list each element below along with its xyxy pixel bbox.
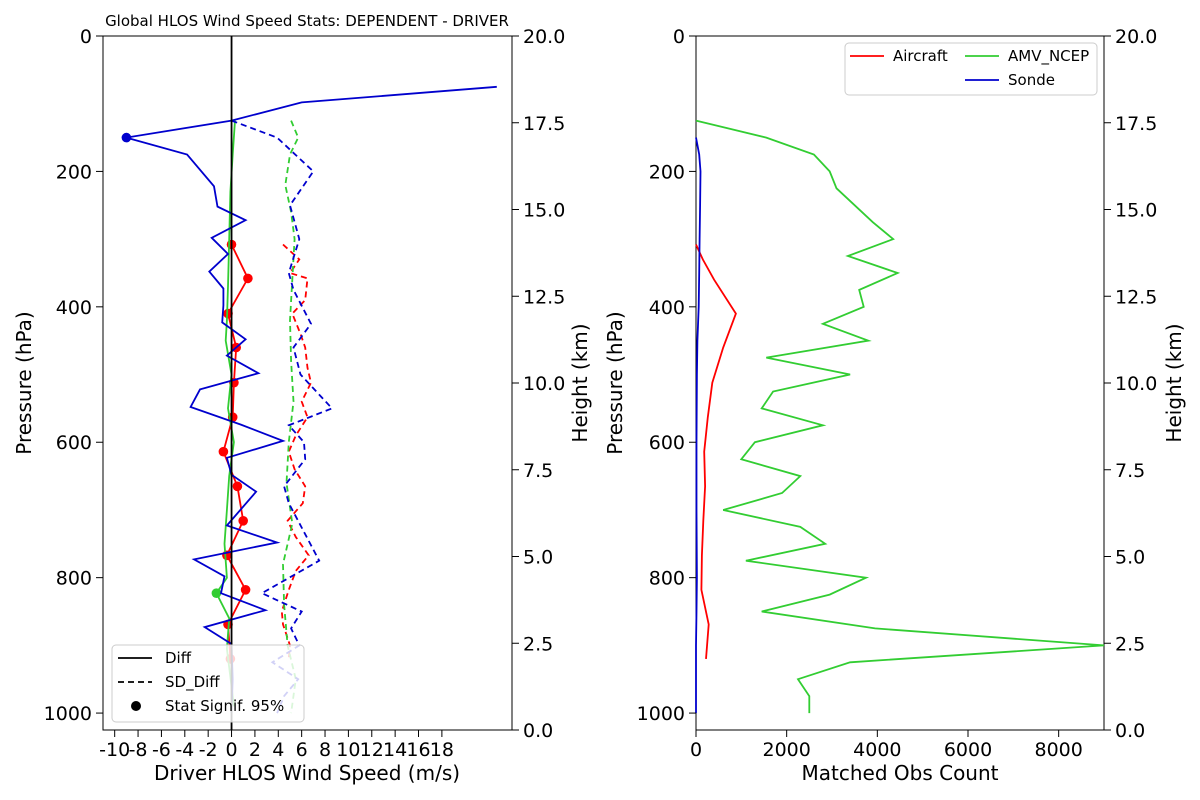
left-x-tick-label: 18 [430,739,454,761]
left-aircraft-signif-point [243,273,253,284]
right-x-ticks: 0 2000 4000 6000 8000 [690,730,1083,761]
left-x-axis-label: Driver HLOS Wind Speed (m/s) [154,761,460,785]
left-x-tick-label: 4 [272,739,284,761]
right-y-tick-label: 800 [649,568,685,590]
right-y-ticks: 0 200 400 600 800 1000 [637,26,696,725]
left-y-tick-label: 600 [56,432,92,454]
left-y-ticks: 0 200 400 600 800 1000 [44,26,103,725]
right-y2-tick-label: 20.0 [1115,26,1157,48]
left-legend-marker [131,701,141,711]
left-x-tick-label: 8 [319,739,331,761]
right-x-tick-label: 6000 [944,739,992,761]
left-y2-tick-label: 2.5 [523,633,553,655]
left-legend-box [111,644,305,723]
left-y-tick-label: 200 [56,161,92,183]
right-chart: 0 2000 4000 6000 8000 0 200 400 600 800 1000 0.0 2… [603,26,1186,785]
right-legend-box [844,42,1098,96]
left-aircraft-sd-diff-line [280,243,312,659]
left-amv-ncep-diff-line [215,120,236,707]
left-x-tick-label: -2 [199,739,218,761]
left-amv-ncep-sd-diff-line [282,120,300,714]
left-y-axis-label: Pressure (hPa) [12,311,36,454]
right-y2-tick-label: 2.5 [1115,633,1145,655]
right-y2-tick-label: 0.0 [1115,720,1145,742]
left-y2-tick-label: 20.0 [523,26,565,48]
right-x-tick-label: 8000 [1034,739,1082,761]
right-data-lines [695,119,1105,714]
left-y-tick-label: 1000 [44,703,92,725]
left-x-tick-label: -8 [129,739,148,761]
right-y-tick-label: 400 [649,297,685,319]
right-x-axis-label: Matched Obs Count [802,761,999,785]
left-sonde-sd-diff-line [231,119,334,714]
left-y2-tick-label: 0.0 [523,720,553,742]
left-x-tick-label: 10 [336,739,360,761]
right-y2-ticks: 0.0 2.5 5.0 7.5 10.0 12.5 15.0 17.5 20.0 [1104,26,1157,742]
left-x-tick-label: 6 [296,739,308,761]
right-legend-label-aircraft: Aircraft [893,47,948,65]
left-x-tick-label: 2 [249,739,261,761]
right-plot-frame [695,35,1105,731]
left-x-tick-label: -6 [152,739,171,761]
right-y2-tick-label: 17.5 [1115,113,1157,135]
left-y2-tick-label: 12.5 [523,286,565,308]
left-legend-label: Diff [165,649,192,667]
right-y2-tick-label: 12.5 [1115,286,1157,308]
right-legend-label-amv-ncep: AMV_NCEP [1008,47,1089,66]
left-data-lines [121,36,497,730]
left-x-ticks: -10-8 -6 -4 -2 0 2 4 6 8 10 12 14 16 18 [99,730,454,761]
left-y2-tick-label: 10.0 [523,373,565,395]
right-y-tick-label: 600 [649,432,685,454]
left-aircraft-signif-point [238,516,248,526]
left-y-tick-label: 400 [56,297,92,319]
left-y-tick-label: 800 [56,568,92,590]
right-legend: Aircraft AMV_NCEP Sonde [844,42,1098,96]
left-y2-tick-label: 5.0 [523,547,553,569]
left-x-tick-label: 12 [360,739,384,761]
right-y2-axis-label: Height (km) [1162,323,1186,442]
left-sonde-signif-point [121,132,132,143]
right-y-axis-label: Pressure (hPa) [603,311,627,454]
left-y-tick-label: 0 [80,26,92,48]
left-y2-tick-label: 17.5 [523,113,565,135]
right-y2-tick-label: 5.0 [1115,547,1145,569]
right-x-tick-label: 0 [690,739,702,761]
right-y-tick-label: 1000 [637,703,685,725]
right-amv-ncep-line [695,119,1105,714]
left-y2-tick-label: 15.0 [523,200,565,222]
left-aircraft-signif-point [232,481,243,492]
left-aircraft-signif-point [218,446,229,457]
left-amv-ncep-signif-point [211,588,222,598]
left-x-tick-label: 0 [225,739,237,761]
right-x-tick-label: 2000 [762,739,810,761]
left-aircraft-signif-point [240,585,251,595]
right-y-tick-label: 200 [649,161,685,183]
left-y2-axis-label: Height (km) [568,323,592,442]
left-chart-title: Global HLOS Wind Speed Stats: DEPENDENT … [105,12,509,30]
left-sonde-diff-line [126,85,497,714]
left-y2-tick-label: 7.5 [523,460,553,482]
left-chart: Global HLOS Wind Speed Stats: DEPENDENT … [12,12,592,785]
left-legend-label: Stat Signif. 95% [165,697,284,715]
left-x-tick-label: 16 [406,739,430,761]
left-legend: Diff SD_Diff Stat Signif. 95% [111,644,305,723]
right-y2-tick-label: 10.0 [1115,373,1157,395]
right-y2-tick-label: 15.0 [1115,200,1157,222]
left-y2-ticks: 0.0 2.5 5.0 7.5 10.0 12.5 15.0 17.5 20.0 [512,26,565,742]
left-legend-label: SD_Diff [165,673,220,692]
right-aircraft-line [695,244,737,659]
left-x-tick-label: -10 [99,739,130,761]
left-x-tick-label: -4 [175,739,194,761]
right-legend-label-sonde: Sonde [1008,71,1055,89]
right-y2-tick-label: 7.5 [1115,460,1145,482]
right-y-tick-label: 0 [673,26,685,48]
right-x-tick-label: 4000 [853,739,901,761]
right-sonde-line [695,137,702,714]
left-x-tick-label: 14 [383,739,407,761]
